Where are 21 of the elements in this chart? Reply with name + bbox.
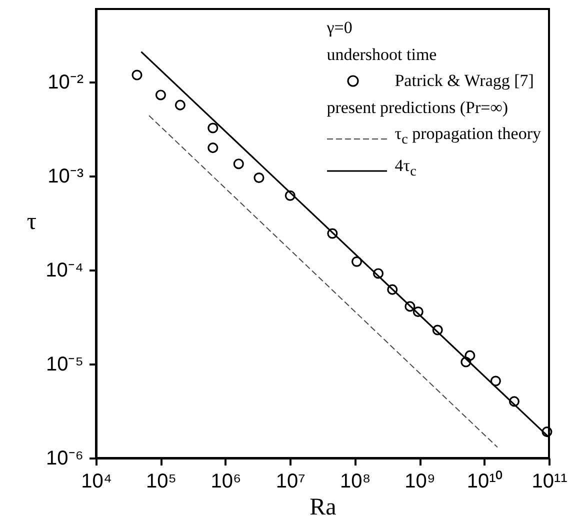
legend-label: Patrick & Wragg [7] [394,70,534,92]
y-tick-label: 10⁻⁶ [46,448,84,470]
annotation: present predictions (Pr=∞) [326,96,509,119]
annotation: γ=0 [326,17,354,39]
x-axis-title: Ra [310,494,337,520]
legend-label: τ$_{c}$ propagation theory [394,123,541,150]
y-tick-label: 10⁻³ [48,166,84,188]
x-tick-label: 10⁹ [404,470,436,492]
x-tick-label: 10⁸ [340,470,371,492]
annotation: undershoot time [326,44,438,66]
x-tick-label: 10¹⁰ [466,470,503,492]
y-tick-label: 10⁻² [48,72,84,94]
x-tick-label: 10⁴ [81,470,112,492]
x-tick-label: 10⁷ [276,470,306,492]
y-axis-title: τ [26,209,37,235]
y-tick-label: 10⁻⁴ [46,260,84,282]
x-tick-label: 10⁶ [210,470,242,492]
x-tick-label: 10⁵ [146,470,176,492]
legend-label: 4τ$_{c}$ [394,154,416,182]
y-tick-label: 10⁻⁵ [46,354,84,376]
x-tick-label: 10¹¹ [532,470,568,492]
